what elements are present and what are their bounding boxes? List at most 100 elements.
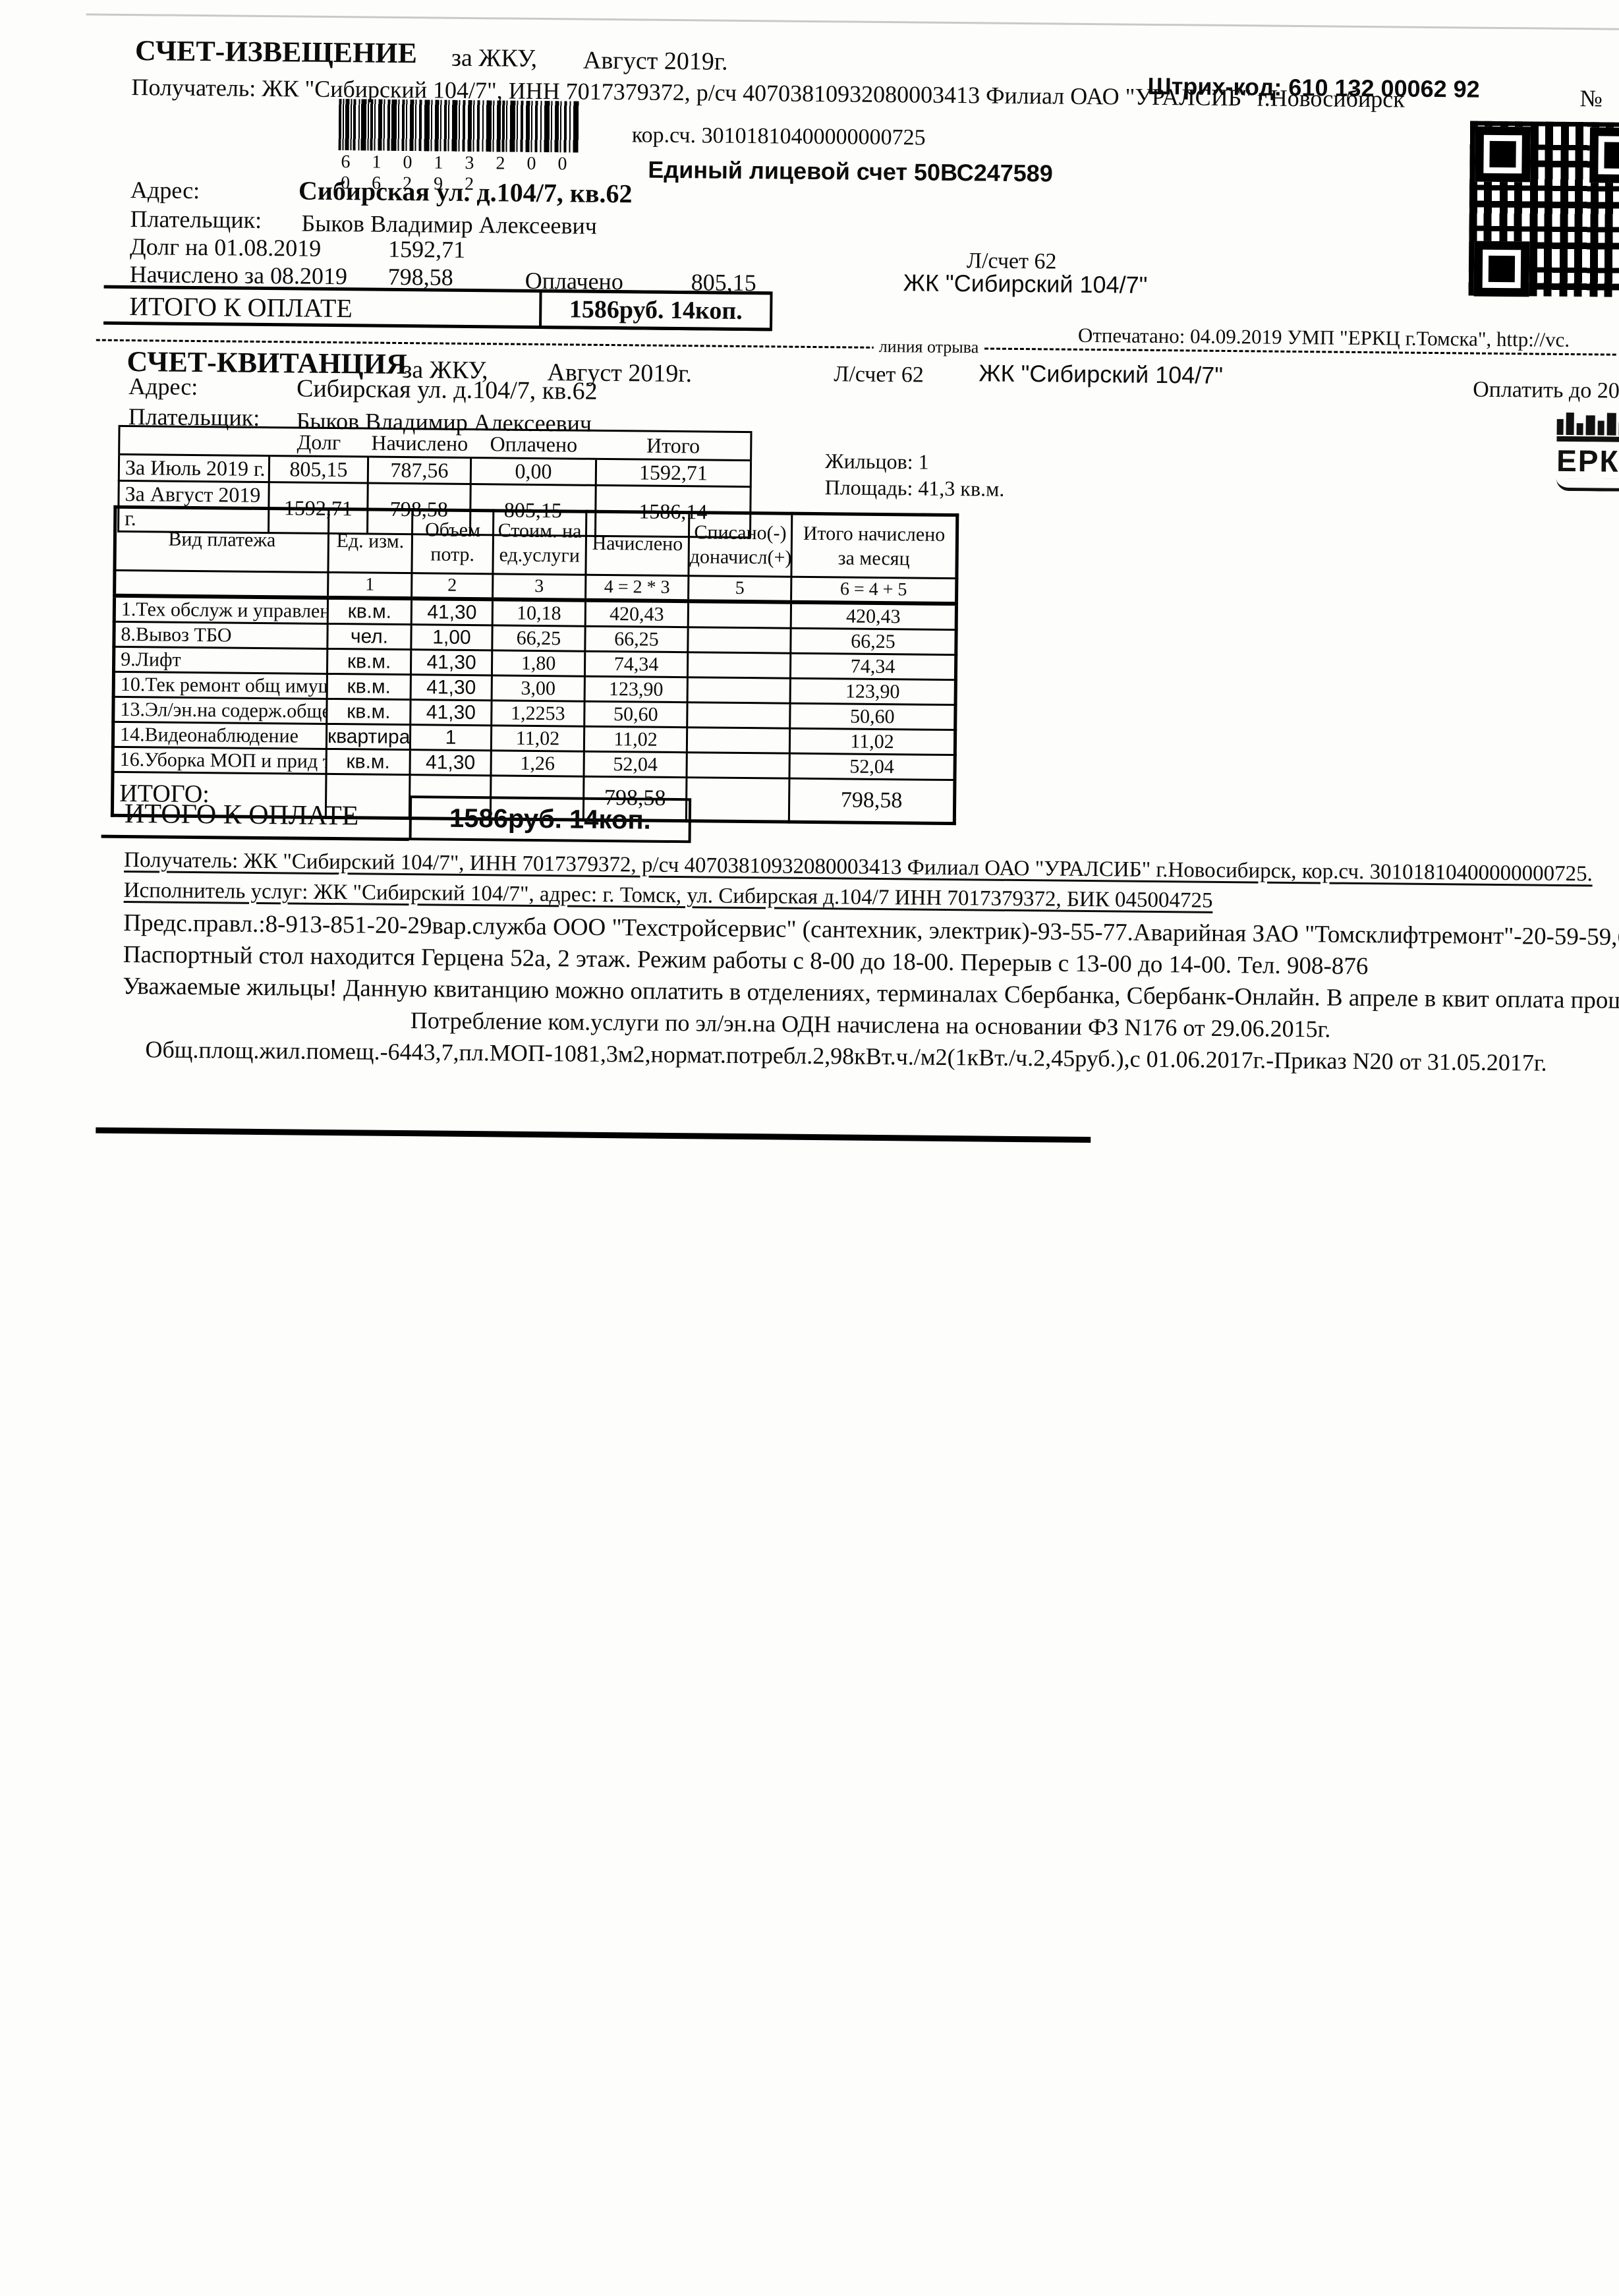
charge-rate: 1,80 (492, 650, 585, 677)
charge-unit: кв.м. (326, 699, 411, 725)
receipt-account-org: ЖК "Сибирский 104/7" (979, 359, 1224, 389)
charges-header: Списано(-) доначисл(+) (688, 512, 792, 577)
number-sign: № (1579, 85, 1603, 112)
notice-period: Август 2019г. (582, 46, 728, 76)
charges-header: Ед. изм. (327, 509, 412, 573)
recipient-label: Получатель: (131, 74, 256, 101)
printed-line: Отпечатано: 04.09.2019 УМП "ЕРКЦ г.Томск… (1077, 323, 1570, 352)
charge-accrued: 50,60 (584, 701, 688, 728)
charge-unit: кв.м. (327, 674, 411, 700)
barcode-bars (338, 99, 579, 153)
charges-header: Начислено (585, 511, 689, 576)
charge-total: 52,04 (789, 753, 955, 780)
charge-accrued: 11,02 (584, 726, 687, 753)
receipt-grand-total-box: 1586руб. 14коп. (409, 795, 692, 844)
notice-account-org: ЖК "Сибирский 104/7" (903, 269, 1148, 299)
colnum-cell: 5 (688, 575, 791, 602)
charge-rate: 3,00 (492, 675, 585, 702)
receipt-address-label: Адрес: (128, 373, 198, 401)
notice-accrued-value: 798,58 (387, 263, 453, 291)
charge-rate: 11,02 (491, 725, 584, 752)
colnum-cell: 3 (492, 573, 586, 600)
notice-address-value: Сибирская ул. д.104/7, кв.62 (298, 175, 633, 209)
erkc-logo: ЕРКЦ (1556, 412, 1619, 492)
charges-header: Итого начислено за месяц (791, 513, 957, 579)
charge-total: 420,43 (791, 602, 957, 630)
summary-header: Итого (596, 430, 752, 461)
colnum-cell: 6 = 4 + 5 (791, 577, 957, 604)
charge-accrued: 123,90 (584, 676, 688, 703)
charges-header-row: Вид платежа Ед. изм. Объем потр. Стоим. … (114, 507, 957, 579)
charge-writeoff (688, 601, 791, 629)
footer-odn-line: Потребление ком.услуги по эл/эн.на ОДН н… (410, 1007, 1331, 1043)
summary-header: Оплачено (470, 429, 597, 459)
notice-total-box: 1586руб. 14коп. (539, 289, 773, 331)
qr-finder-icon (1473, 241, 1530, 297)
apartment-area: Площадь: 41,3 кв.м. (824, 475, 1005, 501)
qr-code (1468, 121, 1619, 298)
summary-cell: 787,56 (368, 457, 471, 484)
notice-debt-label: Долг на 01.08.2019 (129, 233, 322, 262)
charge-accrued: 66,25 (584, 626, 689, 652)
charge-unit: кв.м. (327, 648, 411, 675)
charge-rate: 10,18 (492, 599, 586, 627)
charge-total: 123,90 (790, 678, 956, 705)
ean-barcode: 6 1 0 1 3 2 0 0 0 6 2 9 2 (338, 99, 579, 196)
summary-row-label: За Июль 2019 г. (119, 454, 270, 482)
charge-unit: квартира (326, 724, 411, 750)
charge-rate: 1,26 (490, 750, 584, 777)
colnum-cell: 1 (327, 572, 412, 599)
charge-volume: 1,00 (411, 624, 493, 650)
charge-accrued: 74,34 (584, 651, 688, 677)
colnum-cell: 2 (411, 573, 493, 600)
charge-writeoff (687, 652, 791, 679)
summary-cell: 805,15 (269, 455, 368, 484)
receipt-grand-total-value: 1586руб. 14коп. (449, 803, 651, 835)
qr-finder-icon (1475, 126, 1531, 183)
charge-name: 13.Эл/эн.на содерж.общего имущ. (113, 697, 327, 724)
charge-volume: 1 (410, 724, 492, 751)
colnum-cell (114, 570, 328, 598)
erkc-skyline-icon (1556, 412, 1619, 436)
charge-volume: 41,30 (410, 699, 492, 726)
charge-rate: 66,25 (492, 625, 586, 652)
charge-name: 1.Тех обслуж и управление (114, 595, 328, 624)
charge-accrued: 420,43 (585, 600, 689, 627)
notice-address-label: Адрес: (130, 177, 200, 204)
charge-volume: 41,30 (411, 649, 492, 675)
corr-account: кор.сч. 30101810400000000725 (631, 123, 926, 150)
receipt-grand-total-label: ИТОГО К ОПЛАТЕ (124, 798, 359, 832)
bottom-thick-line (96, 1127, 1091, 1143)
charge-name: 14.Видеонаблюдение (113, 722, 327, 749)
summary-header: Долг (269, 427, 369, 457)
scanner-edge-line (86, 13, 1619, 30)
empty-cell (686, 777, 789, 822)
tear-line-label: линия отрыва (873, 336, 984, 358)
notice-total-value: 1586руб. 14коп. (569, 295, 743, 325)
charges-table: Вид платежа Ед. изм. Объем потр. Стоим. … (110, 505, 959, 826)
unified-account: Единый лицевой счет 50ВС247589 (648, 156, 1054, 187)
colnum-cell: 4 = 2 * 3 (585, 575, 689, 602)
notice-debt-value: 1592,71 (387, 235, 466, 263)
receipt-address-value: Сибирская ул. д.104/7, кв.62 (296, 374, 598, 405)
footer-provider-line: Исполнитель услуг: ЖК "Сибирский 104/7",… (123, 878, 1213, 913)
charge-total: 74,34 (790, 653, 956, 680)
charge-accrued: 52,04 (583, 751, 687, 778)
charges-total-month: 798,58 (789, 778, 955, 824)
pay-until: Оплатить до 20.09 (1473, 377, 1619, 404)
charge-writeoff (687, 627, 791, 654)
charge-volume: 41,30 (411, 674, 492, 701)
charge-name: 10.Тек ремонт общ имущ (113, 672, 327, 699)
notice-total-label: ИТОГО К ОПЛАТЕ (129, 291, 353, 324)
qr-finder-icon (1589, 127, 1619, 184)
footer-norm-line: Общ.площ.жил.помещ.-6443,7,пл.МОП-1081,3… (145, 1036, 1547, 1076)
charge-rate: 1,2253 (491, 700, 585, 727)
erkc-logo-arc (1556, 478, 1619, 492)
charges-header: Объем потр. (411, 509, 494, 574)
charge-name: 8.Вывоз ТБО (113, 621, 328, 649)
footer-payment-line: Уважаемые жильцы! Данную квитанцию можно… (123, 972, 1619, 1015)
notice-payer-label: Плательщик: (130, 206, 262, 233)
summary-header-empty (119, 426, 270, 456)
